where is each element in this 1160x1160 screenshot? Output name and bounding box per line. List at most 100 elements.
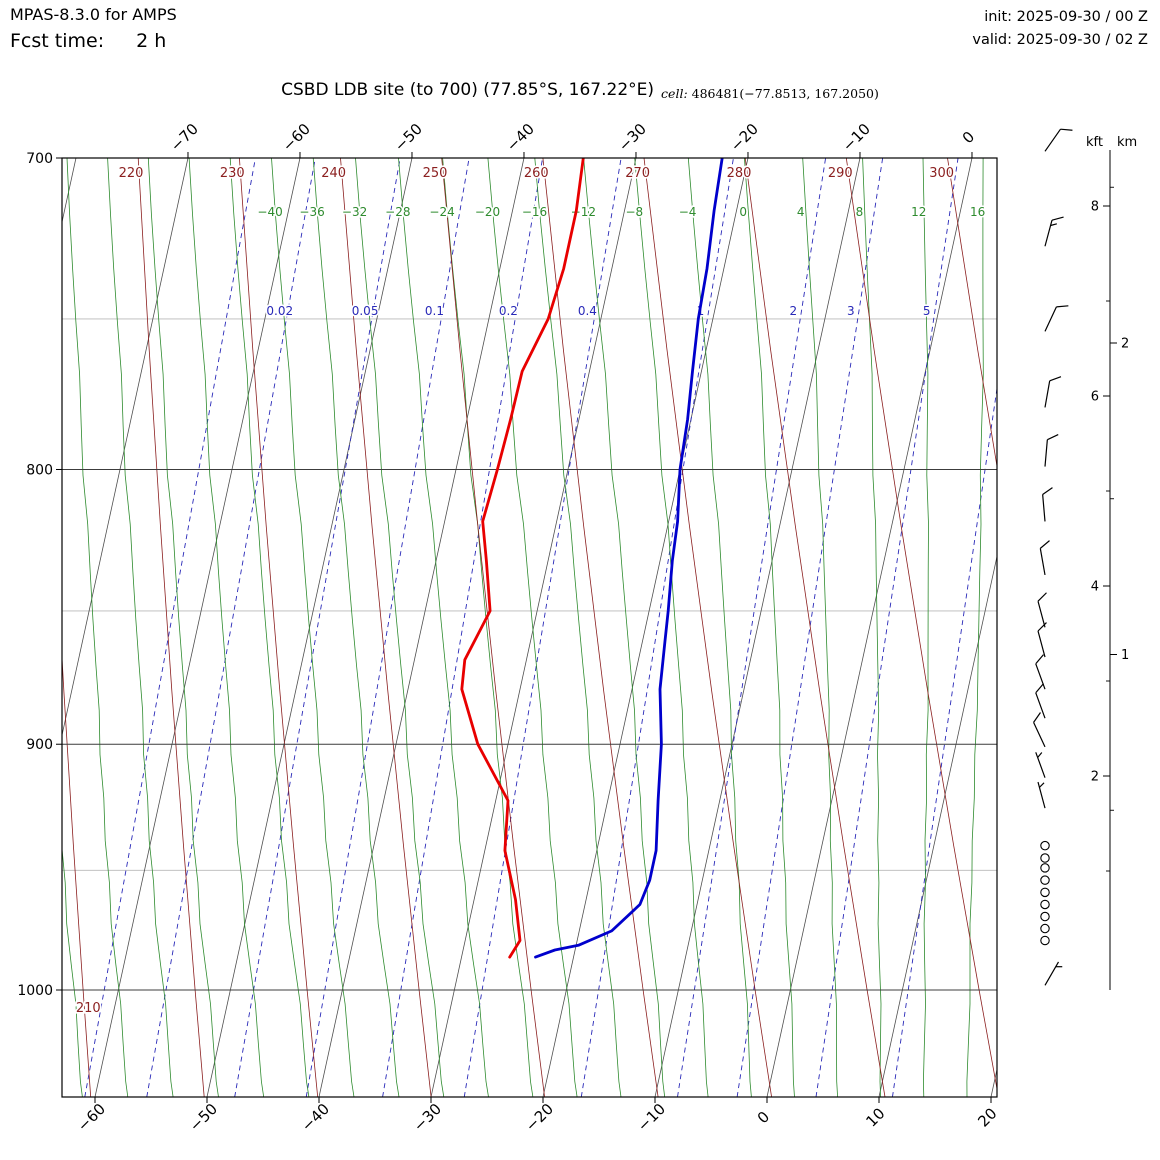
chart-title-main: CSBD LDB site (to 700) (77.85°S, 167.22°… <box>281 80 655 100</box>
calm-wind-circle <box>1040 875 1050 885</box>
wind-barb <box>1042 487 1053 522</box>
svg-text:2: 2 <box>789 304 797 318</box>
svg-text:220: 220 <box>119 166 144 181</box>
svg-text:800: 800 <box>26 462 53 478</box>
svg-text:1000: 1000 <box>17 983 53 999</box>
temperature-trace <box>460 158 585 959</box>
svg-text:−28: −28 <box>385 205 410 219</box>
wind-barb <box>1037 781 1046 809</box>
svg-text:0.1: 0.1 <box>425 304 444 318</box>
svg-text:−70: −70 <box>167 120 202 155</box>
wind-barb <box>1044 128 1073 152</box>
svg-text:0: 0 <box>959 128 978 147</box>
svg-text:kft: kft <box>1086 135 1103 150</box>
svg-text:−20: −20 <box>522 1100 557 1135</box>
forecast-time-value: 2 h <box>136 30 167 52</box>
svg-text:−30: −30 <box>615 120 650 155</box>
wind-barb-column <box>1033 128 1073 986</box>
svg-text:−32: −32 <box>342 205 367 219</box>
wind-barb <box>1039 540 1050 576</box>
svg-text:260: 260 <box>524 166 549 181</box>
forecast-time: Fcst time: 2 h <box>10 30 166 52</box>
svg-text:270: 270 <box>625 166 650 181</box>
svg-text:−30: −30 <box>410 1100 445 1135</box>
svg-text:−16: −16 <box>522 205 547 219</box>
calm-wind-circle <box>1040 911 1050 922</box>
wind-barb <box>1035 752 1046 778</box>
svg-text:−20: −20 <box>475 205 500 219</box>
wind-barb <box>1037 622 1047 658</box>
wind-barb <box>1037 592 1047 628</box>
pressure-gridlines-minor <box>62 318 997 871</box>
svg-text:0.05: 0.05 <box>352 304 379 318</box>
run-times: init: 2025-09-30 / 00 Z valid: 2025-09-3… <box>972 6 1148 52</box>
moist-adiabat-lines <box>62 158 984 1097</box>
wind-barb <box>1044 305 1069 332</box>
svg-text:290: 290 <box>828 166 853 181</box>
wind-barb <box>1044 376 1062 408</box>
svg-text:2: 2 <box>1091 770 1099 785</box>
pressure-gridlines-major <box>62 158 997 991</box>
cell-label: cell: <box>661 86 688 101</box>
svg-text:−60: −60 <box>74 1100 109 1135</box>
wind-barb <box>1044 216 1064 247</box>
svg-text:−60: −60 <box>279 120 314 155</box>
svg-text:10: 10 <box>862 1104 888 1130</box>
svg-text:4: 4 <box>797 205 805 219</box>
valid-time: valid: 2025-09-30 / 02 Z <box>972 32 1148 49</box>
svg-text:230: 230 <box>220 166 245 181</box>
svg-text:20: 20 <box>974 1104 1000 1130</box>
svg-text:300: 300 <box>929 166 954 181</box>
svg-text:−10: −10 <box>839 120 874 155</box>
svg-text:0.02: 0.02 <box>266 304 293 318</box>
svg-text:210: 210 <box>76 1001 101 1016</box>
svg-text:0.2: 0.2 <box>499 304 518 318</box>
mixing-ratio-lines <box>84 158 997 1097</box>
svg-text:1: 1 <box>1121 648 1129 663</box>
svg-text:2: 2 <box>1121 337 1129 352</box>
model-version: MPAS-8.3.0 for AMPS <box>10 5 177 24</box>
svg-text:−4: −4 <box>679 205 697 219</box>
forecast-time-label: Fcst time: <box>10 30 105 52</box>
wind-barb <box>1035 683 1046 719</box>
svg-text:−8: −8 <box>625 205 643 219</box>
wind-barb <box>1044 961 1063 986</box>
svg-text:16: 16 <box>970 205 985 219</box>
svg-text:−40: −40 <box>257 205 282 219</box>
line-labels: 220 230 2 4 0 250 260 270 280 290 300 210 −40 −36 −32 −… <box>74 164 987 1017</box>
svg-text:250: 250 <box>423 166 448 181</box>
chart-title: CSBD LDB site (to 700) (77.85°S, 167.22°… <box>281 80 879 101</box>
svg-text:3: 3 <box>847 304 855 318</box>
svg-text:700: 700 <box>26 151 53 167</box>
svg-text:0: 0 <box>754 1108 773 1127</box>
svg-text:−50: −50 <box>186 1100 221 1135</box>
calm-wind-circle <box>1040 840 1050 851</box>
svg-text:900: 900 <box>26 737 53 753</box>
svg-text:−36: −36 <box>299 205 324 219</box>
svg-text:8: 8 <box>856 205 864 219</box>
svg-text:0.4: 0.4 <box>578 304 597 318</box>
calm-wind-circle <box>1040 923 1050 934</box>
svg-text:−10: −10 <box>634 1100 669 1135</box>
svg-text:−24: −24 <box>429 205 454 219</box>
svg-text:280: 280 <box>727 166 752 181</box>
svg-text:6: 6 <box>1091 390 1099 405</box>
chart-title-cell: cell: 486481(−77.8513, 167.2050) <box>661 86 879 101</box>
svg-text:8: 8 <box>1091 200 1099 215</box>
svg-text:5: 5 <box>923 304 931 318</box>
wind-barb <box>1044 434 1059 467</box>
isotherm-lines <box>62 158 997 1097</box>
dewpoint-trace <box>534 158 724 959</box>
wind-barb <box>1035 654 1046 690</box>
init-time: init: 2025-09-30 / 00 Z <box>984 9 1148 25</box>
dry-adiabat-lines <box>62 158 997 1097</box>
cell-value: 486481(−77.8513, 167.2050) <box>687 86 879 101</box>
calm-wind-circle <box>1040 863 1050 873</box>
calm-wind-circle <box>1040 899 1050 910</box>
calm-wind-circle <box>1040 853 1050 863</box>
svg-text:12: 12 <box>911 205 926 219</box>
svg-text:0: 0 <box>739 205 747 219</box>
